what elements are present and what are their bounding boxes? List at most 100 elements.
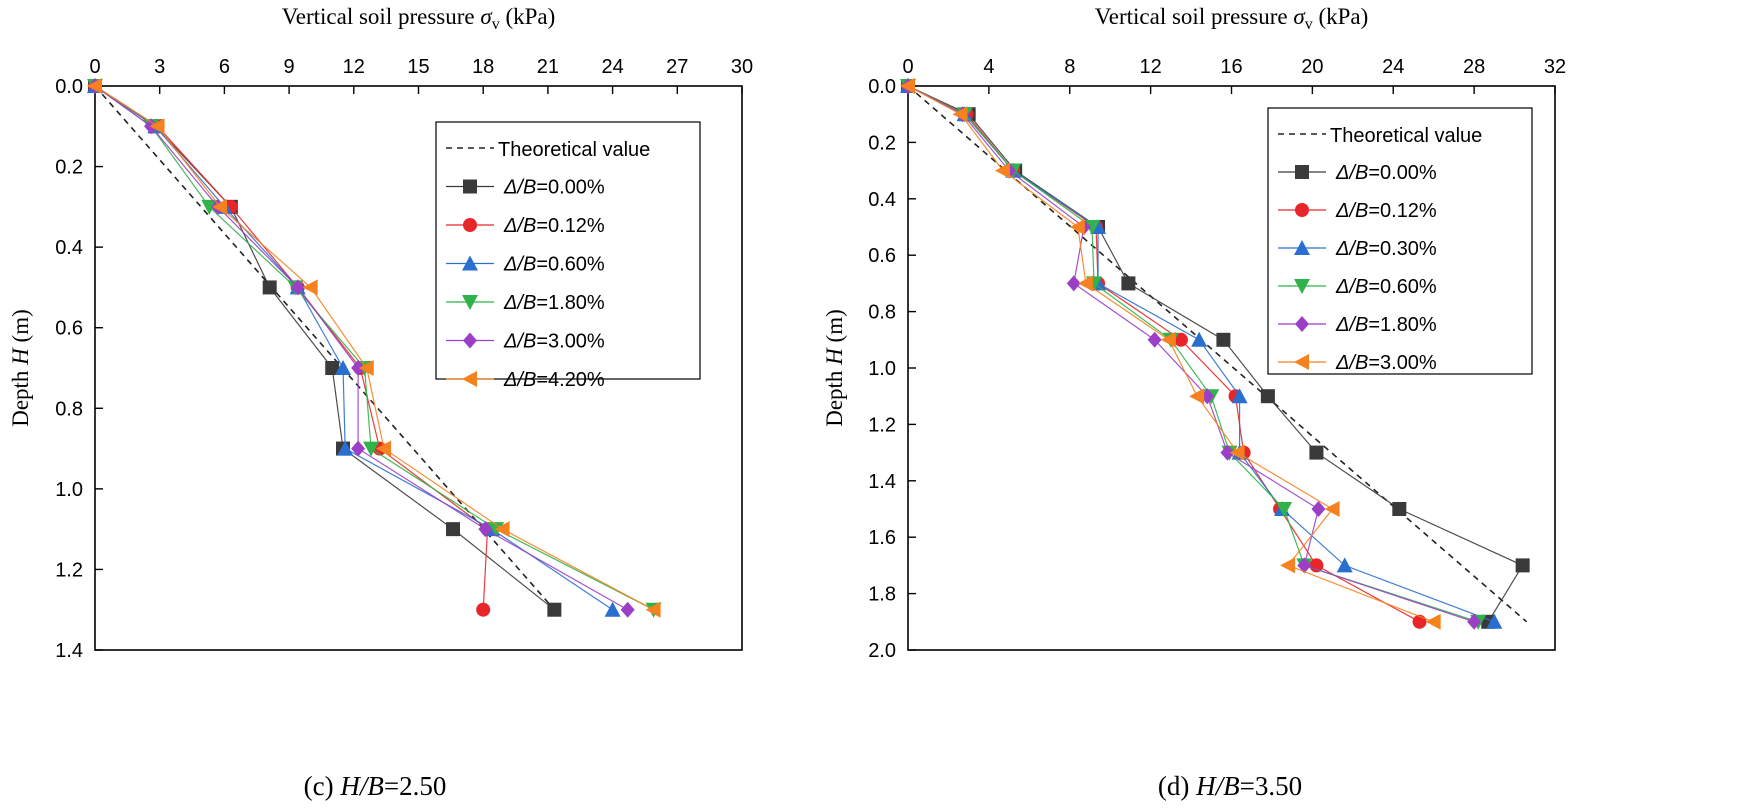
panel-caption: (c) H/B=2.50: [304, 771, 447, 801]
y-tick-label: 1.4: [868, 471, 896, 493]
legend-label-var: Δ/B: [1335, 200, 1368, 222]
series-5: [87, 78, 661, 618]
data-point: [1231, 388, 1248, 404]
data-point: [335, 360, 352, 375]
data-point: [351, 440, 366, 457]
series-1: [88, 79, 495, 617]
legend-label-var: Δ/B: [503, 331, 536, 353]
legend-label: Δ/B=0.12%: [1335, 200, 1437, 222]
legend-swatch-marker: [462, 371, 477, 387]
data-point: [1425, 613, 1441, 630]
caption-value: =3.50: [1240, 771, 1302, 801]
legend-swatch-marker: [1294, 279, 1310, 294]
y-tick-label: 0.4: [55, 237, 83, 259]
data-point: [358, 360, 374, 376]
legend-label-value: =0.00%: [536, 177, 605, 199]
data-point: [1189, 388, 1205, 405]
caption-prefix: (c): [304, 771, 341, 801]
legend-label-value: =0.60%: [1368, 276, 1437, 298]
legend-label: Δ/B=0.60%: [503, 254, 605, 276]
chart-panel-c: 0 3 6 9 12 15 18 21 24 27 30 0.0 0.2 0.4 0.6 0.8 1.0 1.2 1…: [8, 4, 753, 801]
x-axis-title-symbol: σ: [1293, 4, 1306, 29]
legend-label-var: Δ/B: [1335, 352, 1368, 374]
y-tick-label: 0.2: [868, 132, 896, 154]
chart-panel-d: 0 4 8 12 16 20 24 28 32 0.0 0.2 0.4 0.6 0.8 1.0 1.2 1.4 1…: [822, 4, 1566, 801]
data-point: [325, 361, 340, 375]
caption-var: H/B: [339, 771, 384, 801]
series-4: [88, 78, 635, 618]
y-axis-title-main: Depth: [8, 365, 33, 427]
series-line: [94, 85, 613, 611]
legend-swatch-marker: [463, 179, 477, 194]
data-point: [494, 521, 510, 538]
data-point: [478, 521, 493, 538]
data-point: [645, 601, 661, 618]
series-5: [900, 78, 1441, 630]
data-point: [375, 440, 391, 457]
data-point: [1311, 501, 1326, 517]
y-tick-label: 0.4: [868, 189, 896, 211]
y-tick-label: 1.6: [868, 527, 896, 549]
x-tick-label: 0: [89, 56, 100, 78]
x-tick-label: 16: [1220, 56, 1242, 78]
legend-label: Δ/B=3.00%: [503, 331, 605, 353]
data-point: [900, 78, 915, 94]
data-point: [1077, 275, 1093, 292]
legend: Theoretical valueΔ/B=0.00%Δ/B=0.12%Δ/B=0…: [1267, 107, 1533, 375]
legend-label-value: =1.80%: [536, 292, 605, 314]
x-axis-title-unit: (kPa): [1313, 4, 1369, 29]
legend-label-var: Δ/B: [1335, 162, 1368, 184]
legend-swatch-marker: [462, 295, 478, 310]
legend-swatch-marker: [463, 332, 477, 349]
x-axis-title-main: Vertical soil pressure: [282, 4, 481, 29]
legend-label-value: =0.30%: [1368, 238, 1437, 260]
x-tick-label: 24: [1382, 56, 1404, 78]
caption-value: =2.50: [384, 771, 446, 801]
legend-label-value: =3.00%: [536, 331, 605, 353]
data-point: [1486, 613, 1503, 629]
legend-label-var: Δ/B: [503, 177, 536, 199]
x-axis-title-sub: v: [1305, 16, 1313, 33]
x-tick-label: 24: [601, 56, 623, 78]
x-tick-label: 0: [902, 56, 913, 78]
y-tick-label: 0.6: [55, 318, 83, 340]
legend-label-value: =0.00%: [1368, 162, 1437, 184]
legend-box: [435, 121, 701, 380]
data-point: [149, 118, 165, 135]
data-point: [995, 162, 1011, 179]
data-point: [1280, 557, 1296, 574]
x-axis-title-symbol: σ: [480, 4, 493, 29]
data-point: [1260, 389, 1275, 404]
x-tick-label: 12: [343, 56, 365, 78]
data-point: [363, 441, 380, 457]
data-point: [446, 522, 461, 537]
legend-swatch-marker: [462, 255, 478, 271]
legend-swatch-marker: [1294, 240, 1310, 255]
data-point: [952, 106, 968, 123]
legend-swatch-marker: [1294, 354, 1309, 370]
data-point: [337, 440, 354, 456]
caption-prefix: (d): [1158, 771, 1196, 801]
y-tick-label: 0.0: [55, 76, 83, 98]
legend-label-var: Δ/B: [1335, 276, 1368, 298]
data-point: [262, 280, 277, 295]
data-point: [1392, 502, 1407, 516]
data-point: [1173, 332, 1188, 347]
data-point: [476, 602, 491, 617]
legend-label-theoretical: Theoretical value: [498, 139, 650, 161]
legend-label-var: Δ/B: [503, 292, 536, 314]
data-point: [201, 199, 218, 215]
data-point: [351, 360, 366, 376]
data-point: [547, 602, 562, 617]
legend-label-theoretical: Theoretical value: [1330, 125, 1482, 147]
legend-label: Δ/B=1.80%: [1335, 314, 1437, 336]
data-point: [1066, 275, 1081, 292]
legend-label: Δ/B=0.30%: [1335, 238, 1437, 260]
y-tick-label: 2.0: [868, 640, 896, 662]
caption-var: H/B: [1195, 771, 1240, 801]
data-point: [1324, 501, 1340, 517]
y-tick-label: 0.8: [868, 302, 896, 324]
data-point: [212, 198, 228, 215]
legend-swatch-marker: [1295, 165, 1309, 179]
legend-label-var: Δ/B: [503, 369, 536, 391]
